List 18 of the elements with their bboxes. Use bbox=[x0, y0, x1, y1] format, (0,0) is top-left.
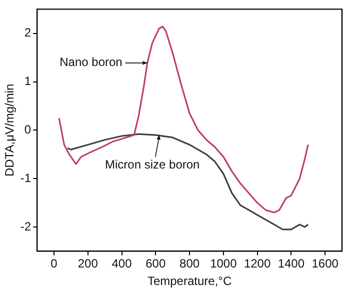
x-tick-label: 0 bbox=[50, 256, 58, 271]
y-tick-label: 2 bbox=[24, 26, 32, 40]
x-tick-label: 1200 bbox=[244, 256, 271, 271]
x-tick-label: 400 bbox=[112, 256, 132, 271]
x-tick-label: 1000 bbox=[210, 256, 238, 271]
x-tick-label: 200 bbox=[78, 256, 98, 271]
y-tick-label: 1 bbox=[24, 74, 32, 88]
x-tick-label: 600 bbox=[146, 256, 166, 271]
annotation: Nano boron bbox=[60, 55, 122, 70]
y-axis-title: DDTA,μV/mg/min bbox=[2, 84, 17, 177]
y-tick-label: -1 bbox=[20, 170, 32, 185]
annotation: Micron size boron bbox=[105, 157, 200, 172]
x-tick-label: 800 bbox=[180, 256, 200, 271]
y-tick-label: -2 bbox=[20, 219, 32, 234]
x-axis-title: Temperature,°C bbox=[147, 274, 232, 288]
x-tick-label: 1400 bbox=[278, 256, 305, 271]
y-tick-label: 0 bbox=[24, 122, 32, 137]
x-tick-label: 1600 bbox=[312, 256, 339, 271]
